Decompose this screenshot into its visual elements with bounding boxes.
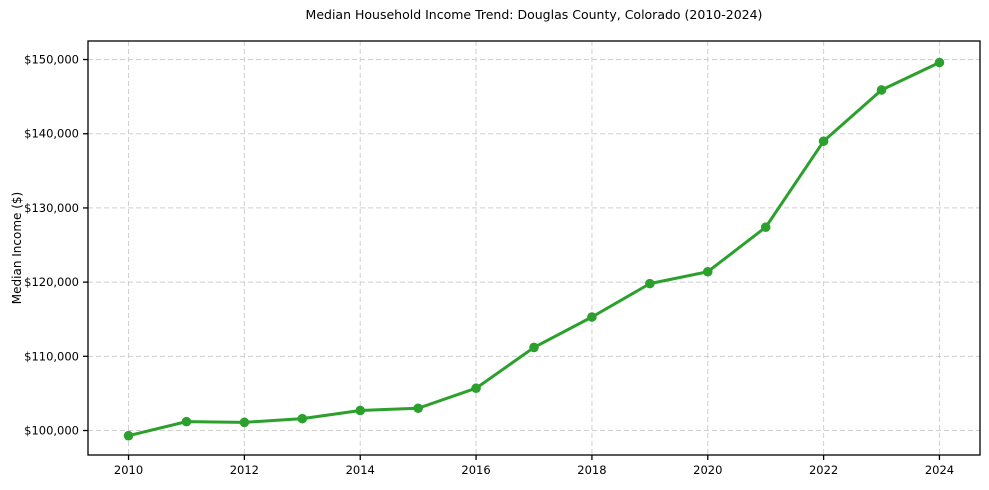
data-point bbox=[471, 383, 481, 394]
data-point bbox=[355, 405, 366, 416]
plot-border bbox=[87, 40, 981, 456]
y-tick-label: $110,000 bbox=[24, 349, 79, 363]
data-point bbox=[645, 278, 655, 289]
data-point bbox=[181, 416, 192, 427]
data-point bbox=[934, 57, 945, 68]
x-tick-label: 2012 bbox=[230, 463, 259, 477]
data-point bbox=[760, 222, 771, 233]
y-tick-label: $130,000 bbox=[24, 201, 79, 215]
data-point bbox=[297, 413, 308, 424]
data-point bbox=[529, 342, 539, 353]
x-tick-label: 2020 bbox=[693, 463, 722, 477]
x-tick-label: 2024 bbox=[925, 463, 954, 477]
x-tick-label: 2014 bbox=[346, 463, 375, 477]
y-tick-label: $140,000 bbox=[24, 127, 79, 141]
y-tick-label: $100,000 bbox=[24, 424, 79, 438]
data-point bbox=[413, 403, 423, 414]
x-tick-label: 2018 bbox=[577, 463, 606, 477]
data-point bbox=[702, 266, 713, 277]
data-point bbox=[818, 136, 829, 146]
data-point bbox=[123, 430, 134, 441]
chart-title: Median Household Income Trend: Douglas C… bbox=[305, 7, 763, 22]
y-tick-label: $120,000 bbox=[24, 275, 79, 289]
x-tick-label: 2010 bbox=[114, 463, 143, 477]
data-point bbox=[587, 312, 597, 322]
trend-line bbox=[127, 61, 941, 438]
data-point bbox=[239, 417, 250, 428]
data-point bbox=[876, 85, 887, 95]
x-tick-label: 2016 bbox=[461, 463, 490, 477]
y-tick-label: $150,000 bbox=[24, 53, 79, 67]
x-tick-label: 2022 bbox=[809, 463, 838, 477]
